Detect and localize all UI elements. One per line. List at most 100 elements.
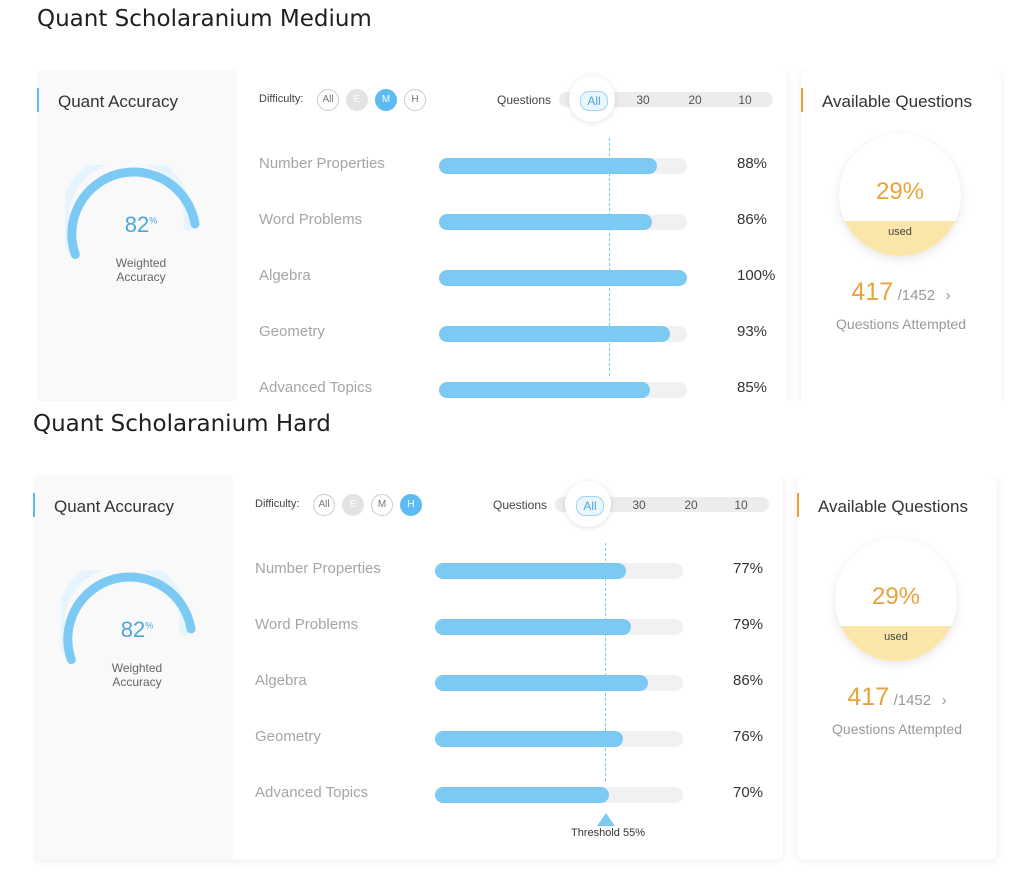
accuracy-gauge bbox=[61, 570, 196, 664]
topic-bar-track bbox=[439, 214, 687, 230]
topic-row: Advanced Topics 85% bbox=[259, 379, 779, 399]
topic-name: Geometry bbox=[259, 323, 325, 340]
topic-percent: 88% bbox=[737, 155, 768, 172]
attempted-count: 417 bbox=[847, 683, 890, 711]
topic-bar-track bbox=[435, 619, 683, 635]
topic-bar-track bbox=[439, 270, 687, 286]
difficulty-easy-chip[interactable]: E bbox=[346, 89, 368, 111]
used-percent: 29% bbox=[871, 583, 921, 610]
section-title: Quant Scholaranium Hard bbox=[33, 411, 331, 437]
topic-row: Geometry 93% bbox=[259, 323, 779, 343]
topic-name: Number Properties bbox=[255, 560, 381, 577]
topic-name: Algebra bbox=[255, 672, 307, 689]
accuracy-value: 82% bbox=[87, 617, 187, 643]
accent-bar bbox=[33, 493, 35, 517]
topic-percent: 93% bbox=[737, 323, 768, 340]
accuracy-label-line1: Weighted bbox=[115, 256, 167, 270]
topic-row: Word Problems 79% bbox=[255, 616, 775, 636]
card-title: Available Questions bbox=[818, 497, 968, 516]
accuracy-gauge bbox=[65, 165, 200, 259]
topic-bar-fill bbox=[435, 675, 649, 691]
topic-row: Number Properties 88% bbox=[259, 155, 779, 175]
questions-label: Questions bbox=[497, 93, 552, 107]
questions-20-option[interactable]: 20 bbox=[688, 93, 702, 107]
topic-bar-track bbox=[435, 675, 683, 691]
topic-bar-track bbox=[435, 787, 683, 803]
questions-label: Questions bbox=[493, 498, 548, 512]
threshold-line bbox=[605, 543, 606, 781]
accuracy-label-line2: Accuracy bbox=[116, 270, 166, 284]
card-title: Quant Accuracy bbox=[58, 92, 179, 111]
section-title: Quant Scholaranium Medium bbox=[37, 6, 372, 32]
accuracy-label-line1: Weighted bbox=[111, 661, 163, 675]
questions-10-option[interactable]: 10 bbox=[738, 93, 752, 107]
topic-bar-track bbox=[439, 158, 687, 174]
card-title: Quant Accuracy bbox=[54, 497, 175, 516]
accuracy-unit: % bbox=[145, 620, 154, 631]
difficulty-all-chip[interactable]: All bbox=[317, 89, 339, 111]
accuracy-unit: % bbox=[149, 215, 158, 226]
threshold-line bbox=[609, 138, 610, 376]
questions-20-option[interactable]: 20 bbox=[684, 498, 698, 512]
topic-row: Number Properties 77% bbox=[255, 560, 775, 580]
used-circle: 29% used bbox=[839, 134, 961, 256]
questions-all-option[interactable]: All bbox=[580, 91, 608, 111]
gauge-arc bbox=[67, 167, 200, 259]
topic-bar-fill bbox=[435, 563, 626, 579]
attempted-label: Questions Attempted bbox=[836, 316, 966, 332]
topic-bar-track bbox=[439, 326, 687, 342]
used-fill bbox=[835, 625, 957, 661]
topic-bar-fill bbox=[435, 731, 624, 747]
topic-bar-fill bbox=[435, 619, 631, 635]
topic-percent: 85% bbox=[737, 379, 768, 396]
accuracy-number: 82 bbox=[120, 617, 146, 642]
accuracy-value: 82% bbox=[91, 212, 191, 238]
attempted-link[interactable]: 417 /1452 › bbox=[797, 683, 997, 712]
difficulty-hard-chip[interactable]: H bbox=[400, 494, 422, 516]
accuracy-summary: Quant Accuracy 82% Weighted Accuracy bbox=[37, 70, 237, 401]
gauge-arc bbox=[63, 572, 196, 664]
topic-row: Algebra 100% bbox=[259, 267, 779, 287]
topic-percent: 76% bbox=[733, 728, 764, 745]
accent-bar bbox=[797, 493, 799, 517]
topic-percent: 79% bbox=[733, 616, 764, 633]
available-questions-card: Available Questions 29% used 417 /1452 ›… bbox=[797, 475, 997, 860]
attempted-label: Questions Attempted bbox=[832, 721, 962, 737]
topic-name: Algebra bbox=[259, 267, 311, 284]
difficulty-medium-chip[interactable]: M bbox=[375, 89, 397, 111]
topic-row: Advanced Topics 70% bbox=[255, 784, 775, 804]
topic-bar-track bbox=[439, 382, 687, 398]
threshold-label: Threshold 55% bbox=[571, 827, 645, 839]
difficulty-hard-chip[interactable]: H bbox=[404, 89, 426, 111]
questions-30-option[interactable]: 30 bbox=[632, 498, 646, 512]
questions-all-option[interactable]: All bbox=[576, 496, 604, 516]
accuracy-number: 82 bbox=[124, 212, 150, 237]
topic-row: Geometry 76% bbox=[255, 728, 775, 748]
difficulty-medium-chip[interactable]: M bbox=[371, 494, 393, 516]
topic-bar-fill bbox=[439, 214, 653, 230]
topic-name: Number Properties bbox=[259, 155, 385, 172]
chevron-right-icon[interactable]: › bbox=[941, 692, 947, 709]
accuracy-card: Quant Accuracy 82% Weighted Accuracy Diff… bbox=[33, 475, 783, 860]
topic-row: Algebra 86% bbox=[255, 672, 775, 692]
topic-bar-track bbox=[435, 731, 683, 747]
used-circle: 29% used bbox=[835, 539, 957, 661]
accuracy-card: Quant Accuracy 82% Weighted Accuracy Diff… bbox=[37, 70, 787, 401]
available-questions-card: Available Questions 29% used 417 /1452 ›… bbox=[801, 70, 1001, 401]
questions-10-option[interactable]: 10 bbox=[734, 498, 748, 512]
accuracy-label: Weighted Accuracy bbox=[87, 661, 187, 689]
questions-30-option[interactable]: 30 bbox=[636, 93, 650, 107]
difficulty-easy-chip[interactable]: E bbox=[342, 494, 364, 516]
difficulty-label: Difficulty: bbox=[259, 93, 304, 105]
attempted-link[interactable]: 417 /1452 › bbox=[801, 278, 1001, 307]
topic-bar-fill bbox=[439, 382, 650, 398]
chevron-right-icon[interactable]: › bbox=[945, 287, 951, 304]
difficulty-all-chip[interactable]: All bbox=[313, 494, 335, 516]
topic-name: Geometry bbox=[255, 728, 321, 745]
accent-bar bbox=[801, 88, 803, 112]
topic-name: Word Problems bbox=[259, 211, 363, 228]
used-label: used bbox=[884, 631, 908, 643]
used-label: used bbox=[888, 226, 912, 238]
topic-bar-fill bbox=[439, 326, 670, 342]
attempted-total: /1452 bbox=[897, 287, 936, 304]
